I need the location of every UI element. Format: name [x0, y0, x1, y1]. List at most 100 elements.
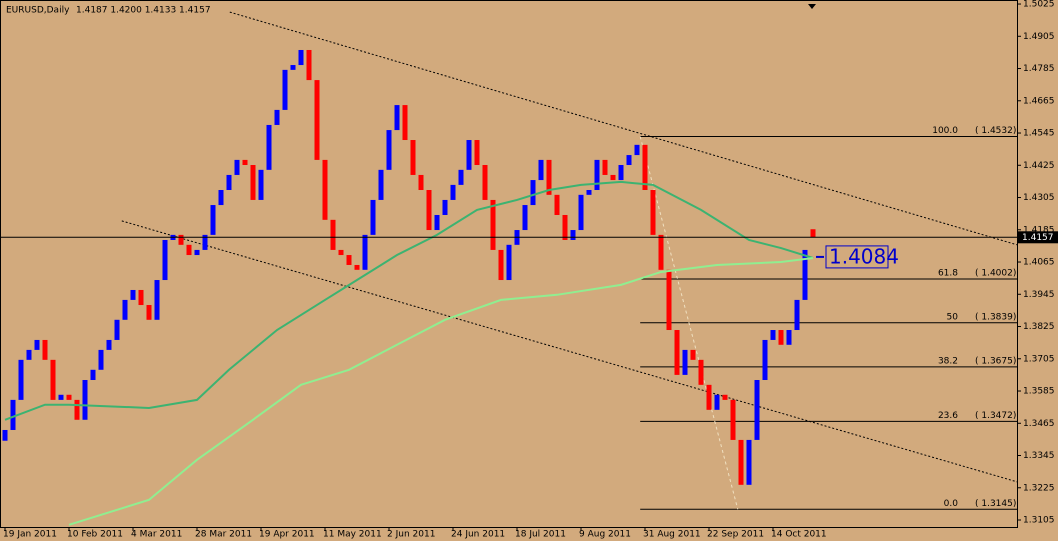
candle: [746, 439, 752, 485]
y-tick-label: 1.3225: [1023, 483, 1055, 493]
y-tick-label: 1.3705: [1023, 354, 1055, 364]
candle: [394, 105, 400, 131]
candle: [722, 394, 728, 400]
candle: [18, 359, 24, 400]
candle: [698, 359, 704, 385]
candle: [354, 264, 360, 270]
candle: [90, 369, 96, 380]
moving-average: [68, 256, 814, 526]
candle: [586, 189, 592, 195]
y-tick-label: 1.5025: [1023, 0, 1055, 10]
fib-level-label: 23.6: [938, 411, 958, 421]
fib-level-label: 38.2: [938, 356, 958, 366]
candle: [498, 249, 504, 281]
candle: [282, 69, 288, 110]
candle: [122, 299, 128, 320]
candle: [362, 234, 368, 270]
y-tick-label: 1.4545: [1023, 129, 1055, 139]
candle: [642, 144, 648, 190]
candle: [730, 399, 736, 440]
candle: [314, 80, 320, 160]
trendline: [121, 220, 1018, 483]
candle: [786, 330, 792, 345]
x-tick-label: 24 Jun 2011: [451, 530, 505, 540]
candle: [258, 169, 264, 200]
candle: [570, 230, 576, 240]
candle: [458, 169, 464, 185]
fib-level-label: 61.8: [938, 268, 958, 278]
candle: [738, 439, 744, 485]
y-tick-label: 1.4905: [1023, 32, 1055, 42]
candle: [290, 65, 296, 70]
candle: [490, 199, 496, 250]
x-tick-label: 14 Oct 2011: [771, 530, 827, 540]
candle: [370, 199, 376, 235]
x-tick-label: 19 Jan 2011: [3, 530, 57, 540]
candle: [162, 239, 168, 281]
fib-line: [639, 136, 739, 510]
ma-label-box: [825, 245, 889, 269]
last-price-label: 1.4157: [1022, 233, 1054, 243]
candle: [650, 189, 656, 235]
candle: [210, 205, 216, 235]
candle: [434, 214, 440, 231]
candle: [322, 159, 328, 220]
y-tick-label: 1.4665: [1023, 96, 1055, 106]
x-tick-label: 22 Sep 2011: [707, 530, 764, 540]
last-price-box: [1018, 231, 1058, 244]
candle: [506, 244, 512, 281]
candle: [74, 399, 80, 420]
candle: [530, 180, 536, 206]
candle: [26, 349, 32, 360]
candle: [402, 105, 408, 141]
candle: [218, 189, 224, 206]
candle: [106, 339, 112, 350]
candle: [714, 394, 720, 410]
x-tick-label: 4 Mar 2011: [131, 530, 182, 540]
candle: [674, 330, 680, 375]
fib-price-label: ( 1.3472): [975, 411, 1016, 421]
y-tick-label: 1.4065: [1023, 258, 1055, 268]
fib-level-label: 50: [947, 312, 959, 322]
candle: [130, 289, 136, 300]
y-tick-label: 1.3105: [1023, 516, 1055, 526]
candle: [602, 159, 608, 175]
candle: [274, 109, 280, 125]
fib-price-label: ( 1.4002): [975, 268, 1016, 278]
candle: [194, 249, 200, 256]
candle: [426, 189, 432, 231]
plot-frame: [0, 0, 1018, 528]
x-tick-label: 28 Mar 2011: [195, 530, 252, 540]
candle: [522, 205, 528, 231]
x-tick-label: 11 May 2011: [323, 530, 382, 540]
candle: [418, 174, 424, 190]
quote: 1.4187 1.4200 1.4133 1.4157: [76, 6, 211, 16]
y-tick-label: 1.4425: [1023, 161, 1055, 171]
candle: [594, 159, 600, 190]
candle: [386, 130, 392, 170]
ma-label: 1.4084: [829, 244, 899, 268]
candle: [778, 330, 784, 345]
candle: [242, 159, 248, 166]
candle: [346, 255, 352, 265]
candle: [562, 214, 568, 240]
candle: [690, 349, 696, 360]
candle: [794, 299, 800, 331]
candle: [226, 174, 232, 190]
y-tick-label: 1.3825: [1023, 322, 1055, 332]
candle: [138, 289, 144, 306]
candle: [66, 394, 72, 400]
candle: [546, 159, 552, 195]
candle: [634, 144, 640, 156]
x-tick-label: 2 Jun 2011: [387, 530, 435, 540]
candle: [234, 159, 240, 175]
candle: [250, 165, 256, 200]
x-tick-label: 19 Apr 2011: [259, 530, 315, 540]
fib-price-label: ( 1.3145): [975, 499, 1016, 509]
y-tick-label: 1.3585: [1023, 387, 1055, 397]
candle: [330, 219, 336, 250]
candle: [802, 249, 808, 300]
candle: [410, 140, 416, 175]
candle: [682, 349, 688, 375]
